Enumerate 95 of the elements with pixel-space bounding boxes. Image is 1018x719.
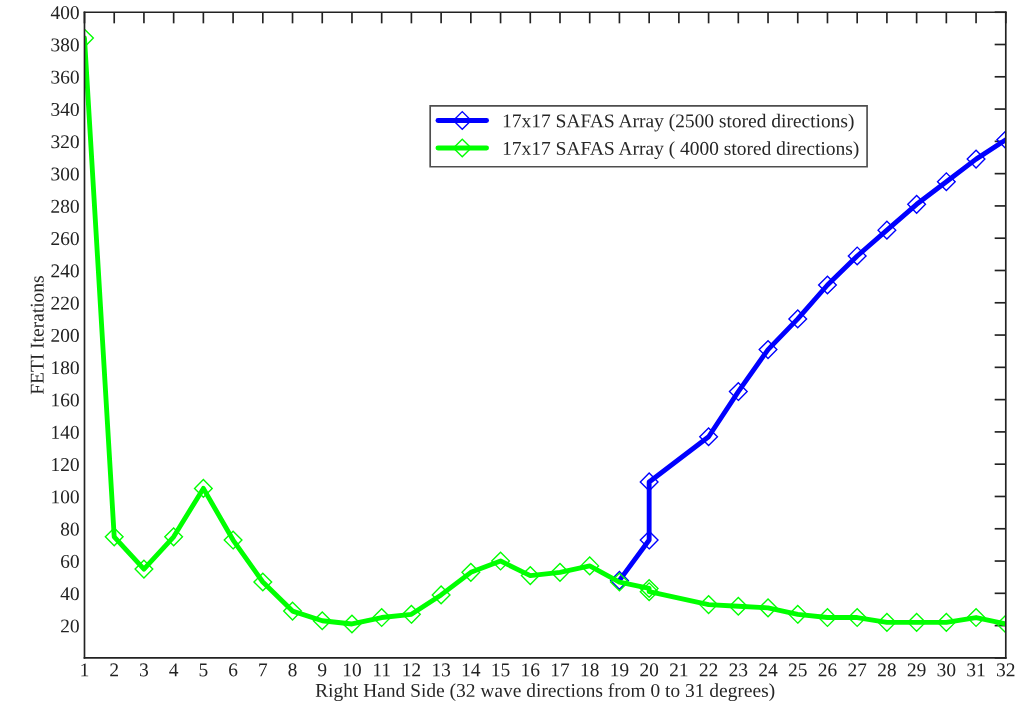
point <box>728 596 748 616</box>
x-tick-label: 12 <box>403 663 421 677</box>
x-tick-label: 28 <box>878 663 896 677</box>
point <box>699 427 719 447</box>
point <box>966 149 986 169</box>
y-tick-label: 320 <box>51 135 79 149</box>
x-tick-label: 19 <box>611 663 629 677</box>
point <box>877 220 897 240</box>
point <box>639 472 659 492</box>
x-axis-title: Right Hand Side (32 wave directions from 0 to 31 degrees) <box>315 683 775 702</box>
x-tick-label: 7 <box>259 663 268 677</box>
point <box>877 612 897 632</box>
y-tick-label: 240 <box>51 264 79 278</box>
x-tick-label: 9 <box>318 663 327 677</box>
point <box>164 527 184 547</box>
x-tick-label: 1 <box>81 663 89 677</box>
x-tick-label: 13 <box>433 663 451 677</box>
point <box>699 595 719 615</box>
point <box>758 340 778 360</box>
y-tick-label: 200 <box>51 328 79 342</box>
x-tick-label: 3 <box>140 663 149 677</box>
point <box>907 194 927 214</box>
point <box>253 572 273 592</box>
point <box>788 309 808 329</box>
point <box>907 612 927 632</box>
x-tick-label: 14 <box>462 663 481 677</box>
point <box>193 478 213 498</box>
point <box>639 530 659 550</box>
point <box>312 611 332 631</box>
x-tick-label: 18 <box>581 663 599 677</box>
x-tick-label: 6 <box>229 663 238 677</box>
x-tick-label: 15 <box>492 663 510 677</box>
point <box>966 607 986 628</box>
point <box>847 607 867 628</box>
x-tick-label: 2 <box>110 663 118 677</box>
y-tick-label: 60 <box>61 554 79 568</box>
y-tick-label: 220 <box>51 296 79 310</box>
legend-label: 17x17 SAFAS Array ( 4000 stored directions) <box>503 141 859 159</box>
point <box>104 527 124 547</box>
x-tick-label: 23 <box>729 663 748 677</box>
point <box>282 601 303 621</box>
point <box>936 172 956 192</box>
x-tick-label: 27 <box>848 663 867 677</box>
y-axis-title: FETI Iterations <box>30 276 44 395</box>
x-tick-label: 26 <box>818 663 837 677</box>
x-tick-label: 8 <box>288 663 297 677</box>
x-tick-label: 21 <box>670 663 688 677</box>
point <box>401 604 421 624</box>
y-tick-label: 40 <box>60 587 79 601</box>
x-tick-label: 24 <box>759 663 778 677</box>
y-tick-label: 400 <box>50 6 79 20</box>
y-tick-label: 380 <box>51 38 79 52</box>
point <box>847 246 867 266</box>
x-tick-label: 5 <box>199 663 208 677</box>
x-tick-label: 29 <box>907 663 926 677</box>
y-tick-label: 280 <box>51 199 79 213</box>
x-tick-label: 22 <box>699 663 718 677</box>
y-tick-label: 300 <box>51 167 79 181</box>
y-tick-label: 360 <box>51 70 79 84</box>
point <box>817 607 838 628</box>
x-tick-label: 20 <box>640 663 659 677</box>
x-tick-label: 32 <box>996 663 1015 677</box>
point <box>520 566 540 586</box>
point <box>134 559 154 579</box>
y-tick-label: 120 <box>52 458 79 472</box>
x-tick-label: 25 <box>788 663 807 677</box>
x-tick-label: 11 <box>374 663 390 677</box>
y-tick-label: 160 <box>52 393 79 407</box>
x-tick-label: 17 <box>551 663 570 677</box>
y-tick-label: 340 <box>51 102 79 117</box>
point <box>550 562 570 582</box>
point <box>223 530 243 550</box>
point <box>491 551 511 571</box>
y-tick-label: 20 <box>61 619 79 633</box>
x-tick-label: 16 <box>522 663 540 677</box>
point <box>372 607 392 628</box>
x-tick-label: 30 <box>937 663 956 677</box>
point <box>431 585 451 605</box>
point <box>342 614 362 634</box>
x-tick-label: 4 <box>169 663 179 677</box>
point <box>580 556 600 576</box>
legend-label: 17x17 SAFAS Array (2500 stored directions) <box>503 113 854 132</box>
point <box>728 382 748 402</box>
point <box>461 562 481 582</box>
y-tick-label: 260 <box>51 232 79 246</box>
y-tick-label: 100 <box>52 490 79 504</box>
point <box>788 604 808 624</box>
x-tick-label: 10 <box>343 663 361 677</box>
y-tick-label: 140 <box>52 425 79 439</box>
y-tick-label: 80 <box>60 522 79 536</box>
y-tick-label: 180 <box>52 361 79 375</box>
x-tick-label: 31 <box>967 663 985 677</box>
point <box>817 275 838 295</box>
point <box>936 612 956 632</box>
point <box>758 598 778 618</box>
